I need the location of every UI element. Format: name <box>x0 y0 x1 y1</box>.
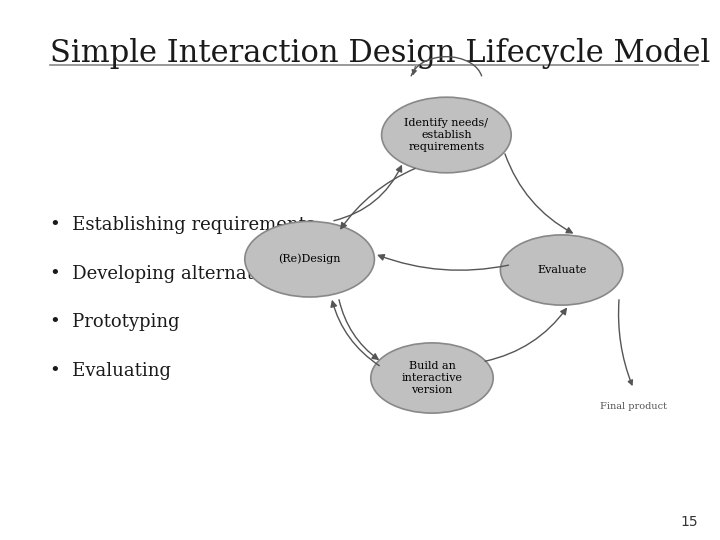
Text: •  Evaluating: • Evaluating <box>50 362 171 380</box>
Text: Evaluate: Evaluate <box>537 265 586 275</box>
Text: (Re)Design: (Re)Design <box>279 254 341 265</box>
Text: •  Establishing requirements: • Establishing requirements <box>50 216 315 234</box>
Text: Identify needs/
establish
requirements: Identify needs/ establish requirements <box>405 118 488 152</box>
Ellipse shape <box>382 97 511 173</box>
Text: Simple Interaction Design Lifecycle Model: Simple Interaction Design Lifecycle Mode… <box>50 38 711 69</box>
Text: Final product: Final product <box>600 402 667 411</box>
Text: Build an
interactive
version: Build an interactive version <box>402 361 462 395</box>
Text: •  Developing alternatives: • Developing alternatives <box>50 265 290 282</box>
Text: •  Prototyping: • Prototyping <box>50 313 180 331</box>
Text: 15: 15 <box>681 515 698 529</box>
Ellipse shape <box>500 235 623 305</box>
Ellipse shape <box>245 221 374 297</box>
Ellipse shape <box>371 343 493 413</box>
